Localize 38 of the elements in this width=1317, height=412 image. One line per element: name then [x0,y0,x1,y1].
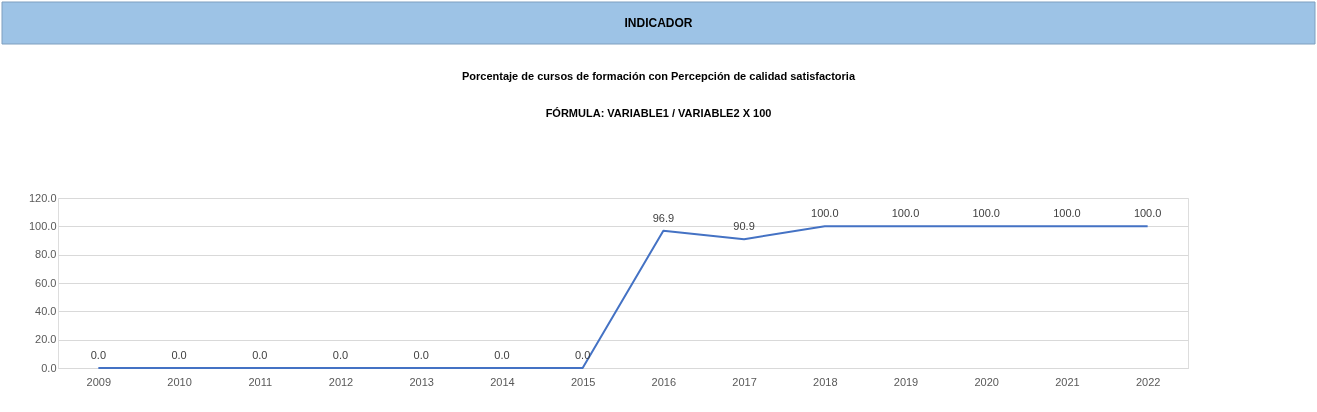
y-tick-label: 120.0 [28,191,57,204]
chart-title: INDICADOR [624,16,693,30]
x-tick-label: 2016 [651,375,677,388]
x-tick-label: 2017 [732,375,757,388]
x-tick-label: 2014 [490,375,515,388]
data-label: 0.0 [574,349,591,361]
x-tick-label: 2013 [409,375,434,388]
chart-subtitle: Porcentaje de cursos de formación con Percepción de calidad satisfactoria [461,70,856,82]
data-label: 100.0 [1053,207,1081,220]
y-tick-label: 60.0 [35,276,57,289]
data-label: 0.0 [90,349,107,361]
x-tick-label: 2010 [167,375,192,388]
x-tick-label: 2009 [86,375,112,388]
y-tick-label: 20.0 [35,333,57,346]
data-label: 100.0 [1133,207,1162,220]
y-tick-label: 40.0 [35,304,57,317]
x-tick-label: 2020 [974,375,999,388]
data-label: 96.9 [652,211,675,224]
text: FÓRMULA: VARIABLE1 / VARIABLE2 X 100 [545,107,772,119]
y-tick-label: 80.0 [35,248,57,261]
data-label: 0.0 [332,349,349,361]
x-tick-label: 2018 [813,375,838,388]
data-label: 0.0 [252,349,268,361]
data-label: 0.0 [494,349,510,361]
y-tick-label: 0.0 [41,361,57,374]
data-label: 100.0 [811,207,839,220]
x-tick-label: 2015 [570,375,596,388]
data-label: 100.0 [972,207,1000,220]
x-tick-label: 2011 [248,375,273,388]
x-tick-label: 2022 [1135,375,1161,388]
x-tick-label: 2021 [1055,375,1080,388]
x-tick-label: 2019 [893,375,919,388]
data-label: 0.0 [171,349,187,361]
data-label: 0.0 [413,349,429,361]
data-label: 100.0 [891,207,920,220]
y-tick-label: 100.0 [28,219,57,232]
x-tick-label: 2012 [328,375,354,388]
data-label: 90.9 [733,220,755,233]
